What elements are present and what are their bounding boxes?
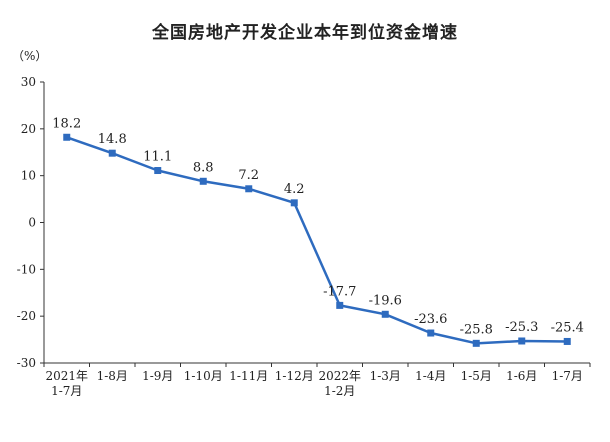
data-label: 4.2 [284, 182, 305, 197]
data-point [245, 185, 253, 193]
x-tick-label: 2022年 [318, 369, 361, 383]
y-tick-label: 20 [21, 122, 36, 136]
x-tick-label: 1-8月 [97, 369, 128, 383]
data-label: 11.1 [143, 150, 172, 165]
data-point [290, 199, 298, 207]
x-tick-label: 1-7月 [51, 384, 82, 398]
x-tick-label: 1-10月 [184, 369, 223, 383]
y-tick-label: -30 [17, 356, 36, 370]
y-tick-label: -20 [17, 309, 36, 323]
y-tick-label: 30 [21, 75, 36, 89]
series-line [66, 136, 568, 345]
x-tick-label: 1-3月 [370, 369, 401, 383]
data-label: 14.8 [98, 132, 127, 147]
series-group: 18.2 14.8 11.1 8.8 7.2 4.2 -17.7 -19.6 -23.6 -25.… [52, 116, 584, 347]
y-tick-label: 0 [28, 216, 36, 230]
data-point [63, 133, 71, 141]
data-label: -17.7 [323, 284, 356, 299]
data-label: 8.8 [193, 160, 214, 175]
data-point [472, 339, 480, 347]
data-point [336, 301, 344, 309]
x-tick-label: 1-2月 [324, 384, 355, 398]
data-point [199, 177, 207, 185]
data-label: 7.2 [238, 168, 259, 183]
data-point [381, 310, 389, 318]
data-label: -25.4 [551, 320, 584, 335]
chart-title: 全国房地产开发企业本年到位资金增速 [152, 23, 458, 43]
x-tick-label: 2021年 [45, 369, 88, 383]
data-label: -25.3 [505, 320, 538, 335]
data-label: -23.6 [414, 312, 447, 327]
data-point [563, 337, 571, 345]
x-tick-label: 1-12月 [275, 369, 314, 383]
x-tick-label: 1-11月 [229, 369, 268, 383]
data-point [518, 337, 526, 345]
x-tick-label: 1-9月 [142, 369, 173, 383]
data-label: -19.6 [369, 293, 402, 308]
data-label: 18.2 [52, 116, 81, 131]
data-label: -25.8 [460, 322, 493, 337]
data-point [154, 167, 162, 175]
data-point [427, 329, 435, 337]
x-tick-label: 1-7月 [552, 369, 583, 383]
x-tick-label: 1-4月 [415, 369, 446, 383]
y-unit-label: （%） [12, 49, 47, 63]
y-tick-label: -10 [17, 262, 36, 276]
x-tick-label: 1-5月 [461, 369, 492, 383]
x-tick-label: 1-6月 [506, 369, 537, 383]
data-point [108, 149, 116, 157]
y-tick-label: 10 [21, 169, 36, 183]
